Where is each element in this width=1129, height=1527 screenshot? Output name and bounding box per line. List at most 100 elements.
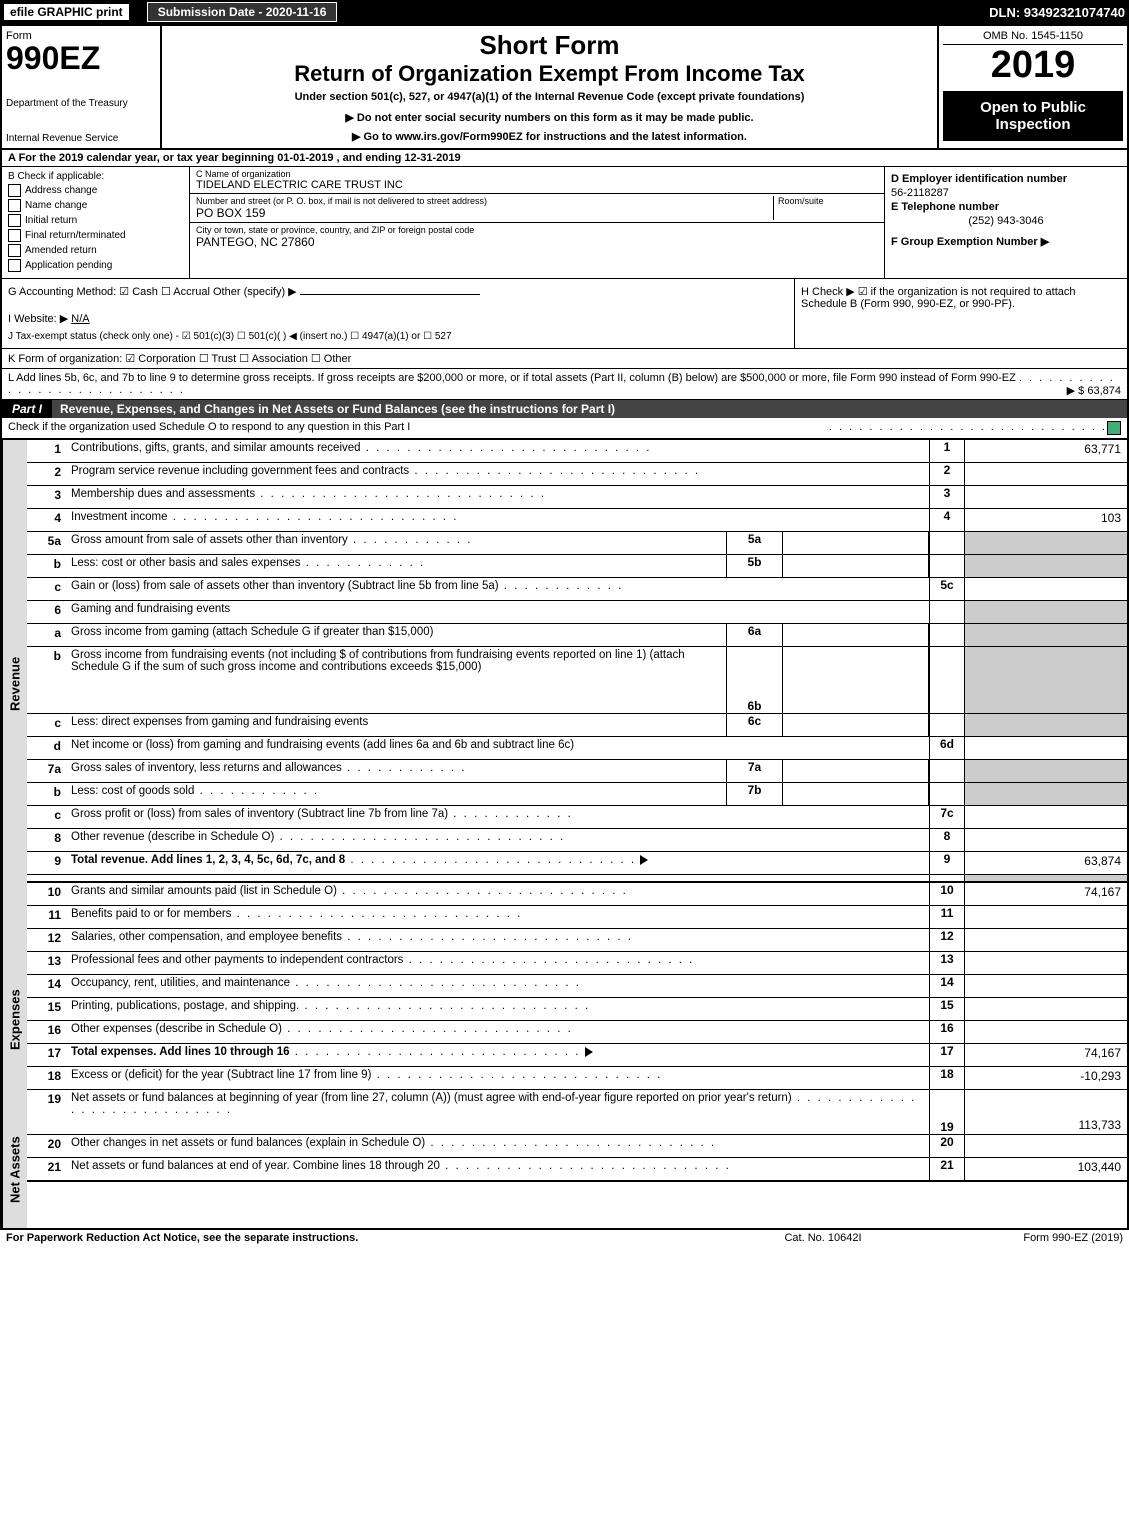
lineno: 4 [929,509,965,531]
desc: Net income or (loss) from gaming and fun… [67,737,929,759]
amount [965,486,1127,508]
topbar: efile GRAPHIC print Submission Date - 20… [0,0,1129,24]
side-revenue: Revenue [2,440,27,928]
paperwork-notice: For Paperwork Reduction Act Notice, see … [6,1232,723,1244]
line-16: 16 Other expenses (describe in Schedule … [27,1021,1127,1044]
header-right: OMB No. 1545-1150 2019 Open to Public In… [937,26,1127,148]
sub: 5a [726,532,783,554]
chk-name-change[interactable] [8,199,21,212]
desc: Printing, publications, postage, and shi… [67,998,929,1020]
lineno: 14 [929,975,965,997]
num: b [27,647,67,713]
chk-initial-return[interactable] [8,214,21,227]
num: a [27,624,67,646]
addr-label: Number and street (or P. O. box, if mail… [196,196,773,206]
efile-print-button[interactable]: efile GRAPHIC print [4,4,129,20]
line-5b: b Less: cost or other basis and sales ex… [27,555,1127,578]
desc: Other revenue (describe in Schedule O) [67,829,929,851]
g-options[interactable]: ☑ Cash ☐ Accrual Other (specify) ▶ [119,286,296,298]
lineno: 17 [929,1044,965,1066]
amount [965,737,1127,759]
grid-body: 1 Contributions, gifts, grants, and simi… [27,440,1127,1228]
chk-address-change[interactable] [8,184,21,197]
num: c [27,806,67,828]
sub: 6c [726,714,783,736]
j-tax-exempt[interactable]: J Tax-exempt status (check only one) - ☑… [8,331,788,342]
line-6c: c Less: direct expenses from gaming and … [27,714,1127,737]
amount [965,975,1127,997]
row-k[interactable]: K Form of organization: ☑ Corporation ☐ … [2,349,1127,369]
row-gh: G Accounting Method: ☑ Cash ☐ Accrual Ot… [2,279,1127,349]
amount [965,806,1127,828]
chk-app-pending[interactable] [8,259,21,272]
ein: 56-2118287 [891,187,1121,199]
under-section: Under section 501(c), 527, or 4947(a)(1)… [172,91,927,103]
chk-final-return[interactable] [8,229,21,242]
desc: Gross sales of inventory, less returns a… [67,760,726,782]
amount [965,601,1127,623]
row-l-text: L Add lines 5b, 6c, and 7b to line 9 to … [8,372,1016,384]
e-label: E Telephone number [891,201,1121,213]
line-7b: b Less: cost of goods sold 7b [27,783,1127,806]
lineno [929,555,965,577]
do-not-enter: ▶ Do not enter social security numbers o… [172,111,927,124]
lineno: 20 [929,1135,965,1157]
col-b-right: D Employer identification number 56-2118… [884,167,1127,278]
subval [783,714,929,736]
line-10: 10 Grants and similar amounts paid (list… [27,883,1127,906]
col-gij: G Accounting Method: ☑ Cash ☐ Accrual Ot… [2,279,794,348]
part1-subtitle: Check if the organization used Schedule … [8,421,829,435]
h-check[interactable]: H Check ▶ ☑ if the organization is not r… [794,279,1127,348]
city-val: PANTEGO, NC 27860 [196,235,878,249]
schedule-o-check[interactable] [1107,421,1121,435]
chk-amended[interactable] [8,244,21,257]
lineno: 15 [929,998,965,1020]
num: 3 [27,486,67,508]
irs-label: Internal Revenue Service [6,133,156,144]
addr-val: PO BOX 159 [196,206,773,220]
line-15: 15 Printing, publications, postage, and … [27,998,1127,1021]
subval [783,555,929,577]
part1-subtitle-row: Check if the organization used Schedule … [2,418,1127,439]
amount [965,1135,1127,1157]
short-form-title: Short Form [172,30,927,61]
num: 2 [27,463,67,485]
amount [965,929,1127,951]
line-7c: c Gross profit or (loss) from sales of i… [27,806,1127,829]
lineno: 19 [929,1090,965,1134]
c-label: C Name of organization [196,169,878,179]
lineno: 7c [929,806,965,828]
row-l-amount: ▶ $ 63,874 [1067,384,1121,397]
line-6d: d Net income or (loss) from gaming and f… [27,737,1127,760]
desc: Gross amount from sale of assets other t… [67,532,726,554]
amount [965,998,1127,1020]
cat-no: Cat. No. 10642I [723,1232,923,1244]
lineno: 12 [929,929,965,951]
desc: Less: cost or other basis and sales expe… [67,555,726,577]
lineno: 3 [929,486,965,508]
lineno [929,601,965,623]
lineno [929,783,965,805]
desc: Total expenses. Add lines 10 through 16 [67,1044,929,1066]
goto-link[interactable]: ▶ Go to www.irs.gov/Form990EZ for instru… [172,130,927,143]
sub: 6a [726,624,783,646]
lineno [929,760,965,782]
line-9: 9 Total revenue. Add lines 1, 2, 3, 4, 5… [27,852,1127,875]
num: 16 [27,1021,67,1043]
amount [965,532,1127,554]
line-8: 8 Other revenue (describe in Schedule O)… [27,829,1127,852]
line-5c: c Gain or (loss) from sale of assets oth… [27,578,1127,601]
chk-label: Amended return [25,245,97,256]
desc: Gross income from fundraising events (no… [67,647,726,713]
lineno: 13 [929,952,965,974]
desc: Gross profit or (loss) from sales of inv… [67,806,929,828]
line-14: 14 Occupancy, rent, utilities, and maint… [27,975,1127,998]
desc: Other expenses (describe in Schedule O) [67,1021,929,1043]
amount: 103 [965,509,1127,531]
arrow-icon [585,1047,593,1057]
num: 4 [27,509,67,531]
side-netassets: Net Assets [2,1112,27,1228]
sep [27,875,1127,883]
lineno [929,624,965,646]
num: 9 [27,852,67,874]
